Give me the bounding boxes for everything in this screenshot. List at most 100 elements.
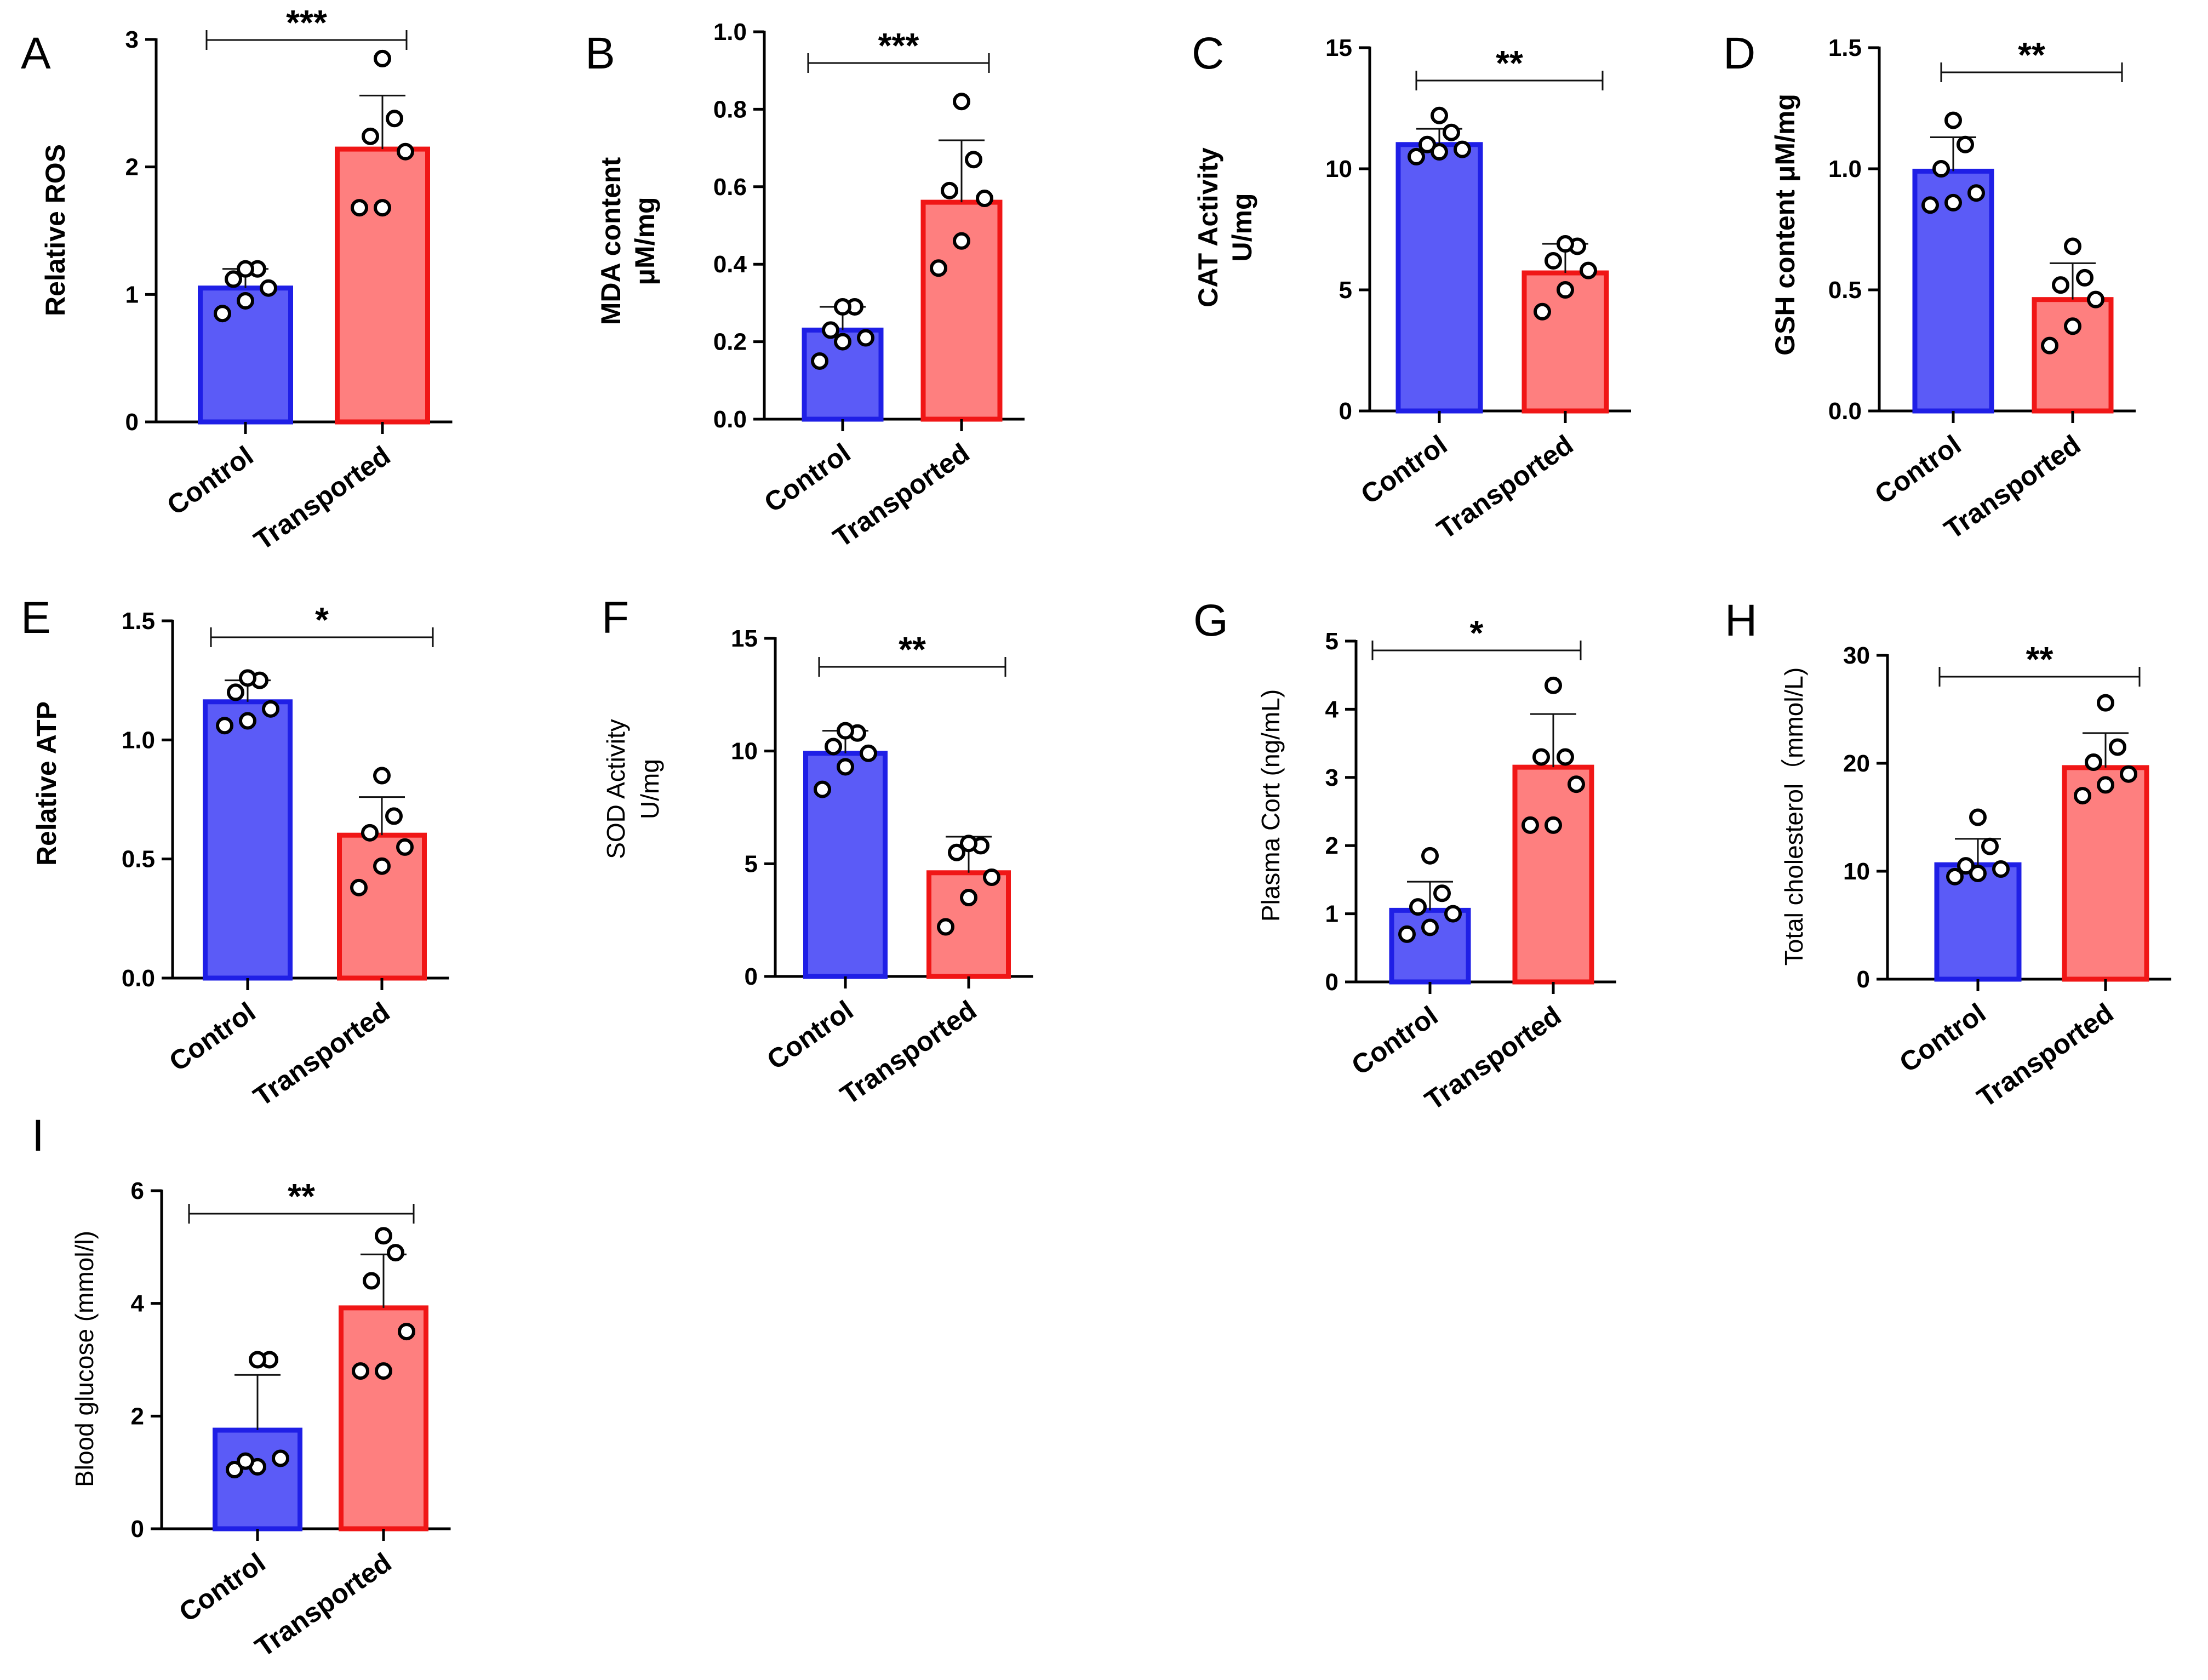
- data-point: [1521, 816, 1539, 834]
- data-point: [1957, 857, 1975, 875]
- panel-letter: A: [21, 28, 51, 78]
- y-tick-label: 1.0: [1828, 156, 1862, 182]
- y-axis-label-group: SOD Activity U/mg: [602, 719, 664, 859]
- y-axis-label: MDA content: [596, 157, 626, 325]
- data-point: [1421, 847, 1439, 865]
- bar-transported: [1512, 764, 1594, 985]
- y-axis-label: Plasma Cort (ng/mL): [1256, 689, 1285, 922]
- data-point: [216, 717, 233, 735]
- data-point: [811, 352, 828, 370]
- y-tick-label: 0: [1339, 398, 1352, 425]
- category-label: Control: [1346, 1000, 1444, 1081]
- data-point: [1957, 135, 1974, 153]
- data-point: [362, 127, 379, 145]
- data-point: [2076, 268, 2093, 287]
- chart-panel-g: G 0 1 2 3 4 5 Plasma Cort (ng/mL) ControlTranspo…: [1193, 596, 1616, 1116]
- data-point: [350, 878, 368, 896]
- data-point: [1398, 925, 1416, 943]
- data-point: [363, 1272, 380, 1290]
- data-point: [374, 49, 391, 67]
- category-label: Control: [162, 440, 259, 521]
- y-axis-label-group: Relative ROS: [40, 144, 71, 316]
- data-point: [1580, 261, 1597, 279]
- category-label: Transported: [1431, 429, 1578, 545]
- data-point: [930, 259, 947, 277]
- category-label: Control: [1894, 997, 1992, 1078]
- y-axis-label-group: Plasma Cort (ng/mL): [1256, 689, 1285, 922]
- data-point: [941, 181, 958, 199]
- y-tick-label: 0.6: [713, 174, 747, 201]
- data-point: [2064, 237, 2081, 255]
- data-point: [262, 700, 279, 718]
- category-label: Transported: [1971, 997, 2119, 1113]
- category-label: Transported: [248, 440, 396, 556]
- category-label: Transported: [249, 1547, 397, 1663]
- data-point: [1944, 193, 1962, 212]
- data-point: [361, 824, 379, 842]
- significance-stars: ***: [286, 3, 327, 42]
- y-tick-label: 0.0: [1828, 398, 1862, 425]
- y-axis-label: Blood glucose (mmol/l): [70, 1231, 99, 1487]
- y-axis-label: CAT Activity: [1193, 147, 1223, 307]
- y-tick-label: 3: [125, 26, 139, 53]
- y-tick-label: 0: [125, 409, 139, 436]
- data-point: [1557, 281, 1574, 299]
- significance-stars: **: [2018, 35, 2045, 75]
- y-tick-label: 1: [1325, 901, 1338, 928]
- data-point: [2097, 776, 2114, 794]
- data-point: [965, 151, 982, 169]
- data-point: [1431, 143, 1448, 161]
- data-point: [398, 1323, 415, 1341]
- category-label: Transported: [834, 995, 982, 1111]
- y-tick-label: 15: [1325, 35, 1352, 61]
- y-tick-label: 0.0: [122, 965, 155, 992]
- data-point: [249, 1351, 266, 1369]
- y-tick-label: 15: [731, 625, 758, 652]
- data-point: [1421, 918, 1439, 936]
- data-point: [976, 190, 993, 208]
- data-point: [1545, 816, 1562, 834]
- data-point: [983, 868, 1000, 887]
- y-axis-label: Relative ROS: [40, 144, 71, 316]
- y-axis-label-group: MDA content μM/mg: [596, 157, 660, 325]
- y-axis-label-group: GSH content μM/mg: [1770, 94, 1800, 356]
- y-tick-label: 5: [745, 850, 758, 877]
- data-point: [1568, 775, 1585, 793]
- data-point: [373, 857, 391, 875]
- data-point: [2085, 753, 2102, 772]
- data-point: [373, 767, 391, 785]
- data-point: [1992, 860, 2010, 878]
- data-point: [1418, 135, 1436, 153]
- y-tick-label: 2: [1325, 832, 1338, 859]
- data-point: [1944, 111, 1962, 129]
- data-point: [857, 329, 874, 347]
- significance-stars: ***: [878, 26, 919, 65]
- chart-panel-i: I 0 2 4 6 Blood glucose (mmol/l) ControlTransp…: [32, 1111, 451, 1663]
- y-tick-label: 2: [131, 1403, 144, 1430]
- data-point: [960, 835, 977, 853]
- data-point: [834, 298, 851, 316]
- data-point: [385, 807, 403, 825]
- data-point: [1967, 184, 1985, 202]
- data-point: [1981, 837, 1999, 855]
- bar-transported: [335, 146, 430, 425]
- y-tick-label: 0.5: [1828, 277, 1862, 304]
- data-point: [351, 199, 368, 217]
- data-point: [1557, 748, 1574, 766]
- data-point: [1921, 196, 1939, 214]
- y-axis-label: U/mg: [636, 759, 664, 819]
- chart-panel-e: E 0.0 0.5 1.0 1.5 Relative ATP ControlTranspor…: [21, 593, 449, 1112]
- data-point: [2087, 290, 2104, 308]
- data-point: [375, 1227, 392, 1245]
- bar-transported: [337, 832, 427, 981]
- data-point: [1557, 235, 1574, 253]
- data-point: [1409, 898, 1427, 916]
- data-point: [1444, 905, 1462, 923]
- chart-panel-f: F 0 5 10 15 SOD Activity U/mg ControlTransporte…: [602, 593, 1033, 1111]
- y-tick-label: 5: [1325, 628, 1338, 655]
- data-point: [239, 712, 256, 730]
- y-tick-label: 1.0: [122, 727, 155, 753]
- data-point: [387, 1244, 404, 1262]
